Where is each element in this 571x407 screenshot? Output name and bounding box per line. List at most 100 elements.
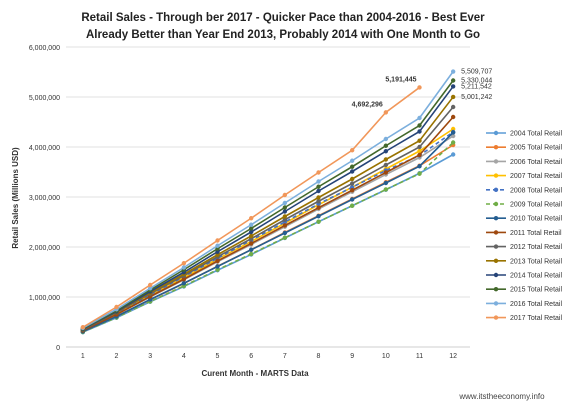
data-point bbox=[417, 85, 422, 90]
data-point bbox=[349, 148, 355, 153]
data-point bbox=[383, 136, 389, 142]
data-point bbox=[450, 78, 456, 83]
legend-label: 2008 Total Retail bbox=[510, 187, 562, 194]
data-point bbox=[147, 282, 153, 288]
data-point bbox=[383, 162, 389, 168]
data-point bbox=[282, 230, 288, 236]
legend-label: 2016 Total Retail bbox=[510, 301, 562, 308]
legend-entry: 2004 Total Retail bbox=[486, 131, 562, 138]
data-point bbox=[383, 180, 389, 186]
chart-title-line-1: Retail Sales - Through ber 2017 - Quicke… bbox=[81, 12, 485, 24]
data-point bbox=[316, 205, 321, 210]
x-tick-label: 9 bbox=[350, 353, 354, 360]
legend-label: 2015 Total Retail bbox=[510, 287, 562, 294]
data-point bbox=[316, 219, 321, 224]
series-line bbox=[82, 71, 454, 329]
data-point bbox=[450, 130, 456, 135]
y-tick-label: 6,000,000 bbox=[29, 45, 60, 52]
data-point bbox=[349, 181, 355, 186]
series-line bbox=[82, 80, 454, 330]
y-tick-label: 5,000,000 bbox=[29, 95, 60, 102]
legend-entry: 2010 Total Retail bbox=[486, 216, 562, 223]
data-point bbox=[383, 143, 389, 148]
data-point bbox=[215, 258, 220, 264]
data-point bbox=[248, 251, 254, 257]
data-point bbox=[248, 222, 254, 227]
data-point bbox=[383, 149, 389, 154]
legend-label: 2010 Total Retail bbox=[510, 216, 562, 223]
data-label: 5,191,445 bbox=[385, 76, 416, 83]
data-point bbox=[282, 217, 288, 222]
data-point bbox=[450, 84, 456, 89]
data-point bbox=[450, 152, 456, 157]
x-tick-label: 12 bbox=[449, 353, 457, 360]
data-point bbox=[450, 133, 456, 139]
x-tick-label: 1 bbox=[81, 353, 85, 360]
series-line bbox=[82, 86, 420, 328]
legend-entry: 2012 Total Retail bbox=[486, 244, 562, 251]
data-point bbox=[282, 200, 288, 206]
data-point bbox=[114, 304, 119, 310]
data-point bbox=[417, 115, 422, 121]
legend-marker bbox=[493, 130, 499, 136]
data-label: 5,211,542 bbox=[461, 83, 492, 90]
data-point bbox=[383, 157, 389, 162]
legend-marker bbox=[493, 315, 499, 320]
y-tick-label: 2,000,000 bbox=[29, 245, 60, 252]
data-point bbox=[80, 325, 86, 330]
legend-entry: 2017 Total Retail bbox=[486, 315, 562, 322]
legend-marker bbox=[493, 173, 499, 178]
watermark: www.itstheeconomy.info bbox=[458, 392, 545, 401]
x-tick-label: 4 bbox=[182, 353, 186, 360]
series-group bbox=[80, 140, 456, 335]
legend-marker bbox=[493, 301, 499, 306]
legend-marker bbox=[493, 159, 499, 164]
legend-label: 2011 Total Retail bbox=[510, 230, 562, 237]
data-point bbox=[282, 214, 288, 219]
x-tick-label: 7 bbox=[283, 353, 287, 360]
legend-marker bbox=[493, 287, 499, 292]
legend-marker bbox=[493, 230, 499, 235]
legend-label: 2013 Total Retail bbox=[510, 258, 562, 265]
data-point bbox=[215, 264, 220, 269]
series-group bbox=[80, 142, 456, 334]
legend-entry: 2009 Total Retail bbox=[486, 202, 562, 209]
x-tick-label: 10 bbox=[382, 353, 390, 360]
legend-entry: 2016 Total Retail bbox=[486, 301, 562, 308]
legend-entry: 2013 Total Retail bbox=[486, 258, 562, 265]
legend-marker bbox=[493, 145, 499, 150]
y-axis-label: Retail Sales (Millions USD) bbox=[11, 147, 20, 249]
data-point bbox=[417, 144, 422, 150]
axes: 0 1,000,000 2,000,000 3,000,000 4,000,000 5,0… bbox=[29, 45, 457, 360]
legend-label: 2004 Total Retail bbox=[510, 131, 562, 138]
legend-marker bbox=[493, 272, 499, 278]
data-point bbox=[417, 129, 422, 134]
series-lines bbox=[80, 69, 456, 335]
data-point bbox=[417, 171, 422, 176]
data-point bbox=[282, 192, 288, 198]
legend-entry: 2014 Total Retail bbox=[486, 273, 562, 280]
data-point bbox=[450, 69, 456, 74]
x-tick-label: 11 bbox=[416, 353, 423, 360]
data-point bbox=[450, 94, 456, 100]
data-point bbox=[282, 205, 288, 210]
gridlines bbox=[66, 46, 470, 348]
legend: 2004 Total Retail 2005 Total Retail 2006 T… bbox=[486, 131, 562, 322]
data-label: 5,509,707 bbox=[461, 69, 492, 76]
legend-entry: 2015 Total Retail bbox=[486, 287, 562, 294]
legend-entry: 2011 Total Retail bbox=[486, 230, 562, 237]
data-point bbox=[417, 164, 422, 169]
series-line bbox=[82, 116, 454, 332]
data-point bbox=[215, 243, 220, 248]
data-point bbox=[248, 233, 254, 239]
data-label: 4,692,296 bbox=[352, 101, 383, 108]
data-point bbox=[282, 235, 288, 240]
data-label: 5,001,242 bbox=[461, 94, 492, 101]
data-point bbox=[349, 203, 355, 208]
x-tick-label: 5 bbox=[216, 353, 220, 360]
data-point bbox=[349, 197, 355, 202]
data-point bbox=[349, 176, 355, 182]
legend-marker bbox=[493, 244, 499, 249]
series-line bbox=[82, 131, 454, 333]
